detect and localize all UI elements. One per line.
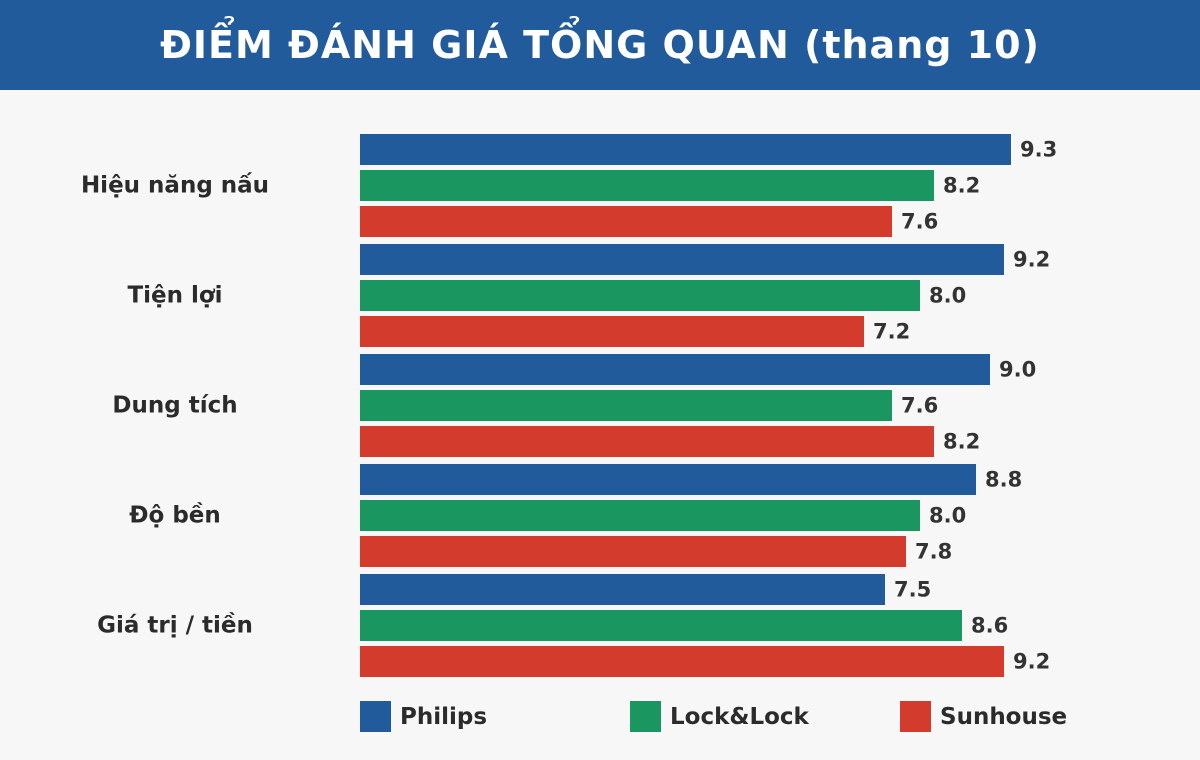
- legend-label: Sunhouse: [940, 704, 1067, 730]
- category-label: Tiện lợi: [127, 283, 222, 309]
- legend-label: Philips: [400, 704, 487, 730]
- category-label: Độ bền: [129, 502, 221, 529]
- legend-swatch: [630, 701, 661, 732]
- legend-swatch: [360, 701, 391, 732]
- bar: [360, 646, 1004, 677]
- value-label: 8.2: [943, 174, 980, 198]
- bar: [360, 280, 920, 311]
- value-label: 7.2: [873, 320, 910, 344]
- category-label: Giá trị / tiền: [97, 612, 253, 639]
- value-label: 8.6: [971, 614, 1008, 638]
- bar: [360, 610, 962, 641]
- bar: [360, 206, 892, 237]
- bar: [360, 170, 934, 201]
- bar: [360, 244, 1004, 275]
- value-label: 8.0: [929, 504, 966, 528]
- value-label: 8.2: [943, 430, 980, 454]
- bar: [360, 426, 934, 457]
- chart-title: ĐIỂM ĐÁNH GIÁ TỔNG QUAN (thang 10): [160, 23, 1040, 67]
- value-label: 8.8: [985, 468, 1022, 492]
- bar: [360, 316, 864, 347]
- bar: [360, 134, 1011, 165]
- value-label: 7.6: [901, 394, 938, 418]
- value-label: 7.6: [901, 210, 938, 234]
- chart-title-bar: ĐIỂM ĐÁNH GIÁ TỔNG QUAN (thang 10): [0, 0, 1200, 90]
- bar: [360, 574, 885, 605]
- bar: [360, 500, 920, 531]
- value-label: 9.2: [1013, 248, 1050, 272]
- value-label: 7.8: [915, 540, 952, 564]
- legend-swatch: [900, 701, 931, 732]
- value-label: 7.5: [894, 578, 931, 602]
- bar: [360, 390, 892, 421]
- category-label: Hiệu năng nấu: [81, 172, 269, 199]
- value-label: 9.3: [1020, 138, 1057, 162]
- bar: [360, 536, 906, 567]
- value-label: 8.0: [929, 284, 966, 308]
- legend-label: Lock&Lock: [670, 704, 810, 730]
- value-label: 9.2: [1013, 650, 1050, 674]
- bar: [360, 354, 990, 385]
- value-label: 9.0: [999, 358, 1036, 382]
- bar: [360, 464, 976, 495]
- category-label: Dung tích: [112, 393, 237, 419]
